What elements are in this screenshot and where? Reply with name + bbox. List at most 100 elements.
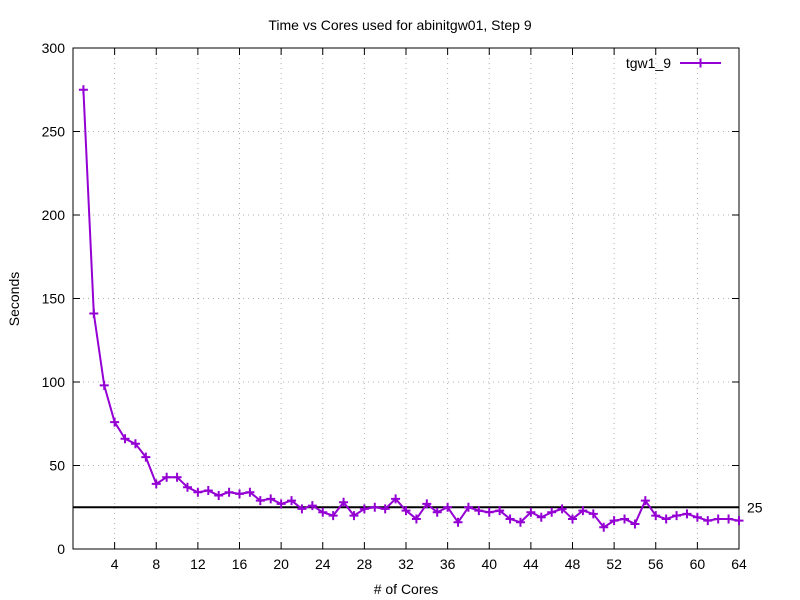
data-point-marker: [703, 516, 713, 526]
y-tick-label: 50: [49, 458, 65, 474]
data-point-marker: [692, 512, 702, 522]
data-point-marker: [547, 507, 557, 517]
data-point-marker: [536, 512, 546, 522]
data-point-marker: [484, 507, 494, 517]
data-point-marker: [453, 517, 463, 527]
data-point-marker: [463, 502, 473, 512]
y-tick-label: 250: [42, 124, 66, 140]
data-point-marker: [203, 486, 213, 496]
x-axis-title: # of Cores: [374, 581, 439, 597]
data-point-marker: [245, 487, 255, 497]
x-tick-label: 64: [731, 556, 747, 572]
y-tick-label: 0: [57, 541, 65, 557]
x-tick-label: 56: [648, 556, 664, 572]
data-point-marker: [682, 509, 692, 519]
legend: tgw1_9: [626, 55, 721, 71]
x-tick-label: 8: [152, 556, 160, 572]
data-point-marker: [474, 506, 484, 516]
y-tick-label: 200: [42, 207, 66, 223]
data-point-marker: [328, 511, 338, 521]
data-point-marker: [182, 482, 192, 492]
data-point-marker: [141, 452, 151, 462]
x-tick-label: 36: [440, 556, 456, 572]
data-point-marker: [630, 519, 640, 529]
data-point-marker: [297, 504, 307, 514]
x-tick-label: 12: [190, 556, 206, 572]
data-point-marker: [557, 504, 567, 514]
y-axis-title: Seconds: [6, 272, 22, 326]
data-point-marker: [651, 511, 661, 521]
x-tick-label: 32: [398, 556, 414, 572]
data-point-marker: [276, 499, 286, 509]
data-point-marker: [307, 501, 317, 511]
data-point-marker: [359, 504, 369, 514]
data-point-marker: [214, 491, 224, 501]
x-tick-label: 40: [481, 556, 497, 572]
data-point-marker: [193, 487, 203, 497]
reference-line-label: 25: [747, 499, 763, 515]
data-point-marker: [89, 309, 99, 319]
x-tick-label: 4: [111, 556, 119, 572]
data-point-marker: [78, 85, 88, 95]
data-point-marker: [266, 494, 276, 504]
data-point-marker: [287, 496, 297, 506]
data-point-marker: [620, 514, 630, 524]
series-group: [78, 85, 744, 532]
data-point-marker: [110, 417, 120, 427]
data-point-marker: [609, 516, 619, 526]
y-tick-label: 100: [42, 374, 66, 390]
data-point-marker: [339, 497, 349, 507]
data-point-marker: [526, 507, 536, 517]
data-point-marker: [401, 506, 411, 516]
data-point-marker: [640, 496, 650, 506]
data-point-marker: [422, 499, 432, 509]
data-point-marker: [588, 509, 598, 519]
data-point-marker: [713, 514, 723, 524]
data-point-marker: [495, 506, 505, 516]
legend-label: tgw1_9: [626, 55, 671, 71]
data-point-marker: [578, 506, 588, 516]
y-tick-label: 300: [42, 40, 66, 56]
data-point-marker: [318, 507, 328, 517]
data-point-marker: [255, 496, 265, 506]
x-tick-label: 48: [565, 556, 581, 572]
data-point-marker: [151, 479, 161, 489]
chart-title: Time vs Cores used for abinitgw01, Step …: [268, 17, 531, 33]
y-tick-label: 150: [42, 291, 66, 307]
data-point-marker: [599, 522, 609, 532]
data-point-marker: [568, 514, 577, 524]
data-point-marker: [235, 489, 244, 499]
data-point-marker: [162, 472, 172, 482]
data-point-marker: [661, 514, 671, 524]
data-point-marker: [172, 472, 182, 482]
x-tick-label: 24: [315, 556, 331, 572]
data-point-marker: [120, 434, 130, 444]
x-tick-label: 28: [357, 556, 373, 572]
legend-marker: [696, 58, 705, 68]
data-point-marker: [99, 380, 109, 390]
data-point-marker: [515, 517, 525, 527]
data-point-marker: [724, 514, 734, 524]
data-point-marker: [672, 511, 682, 521]
data-point-marker: [411, 514, 421, 524]
x-tick-label: 44: [523, 556, 539, 572]
data-point-marker: [370, 502, 380, 512]
x-tick-label: 52: [606, 556, 622, 572]
x-tick-label: 20: [273, 556, 289, 572]
data-point-marker: [734, 516, 744, 526]
x-tick-label: 16: [232, 556, 248, 572]
reference-line-group: 25: [73, 499, 763, 515]
data-point-marker: [505, 514, 515, 524]
series-line: [82, 89, 740, 529]
data-point-marker: [391, 494, 401, 504]
x-tick-label: 60: [690, 556, 706, 572]
data-point-marker: [432, 507, 442, 517]
data-point-marker: [349, 511, 359, 521]
data-point-marker: [130, 439, 140, 449]
data-point-marker: [224, 487, 234, 497]
grid-lines: [73, 48, 739, 549]
data-point-marker: [443, 502, 453, 512]
data-point-marker: [380, 504, 390, 514]
